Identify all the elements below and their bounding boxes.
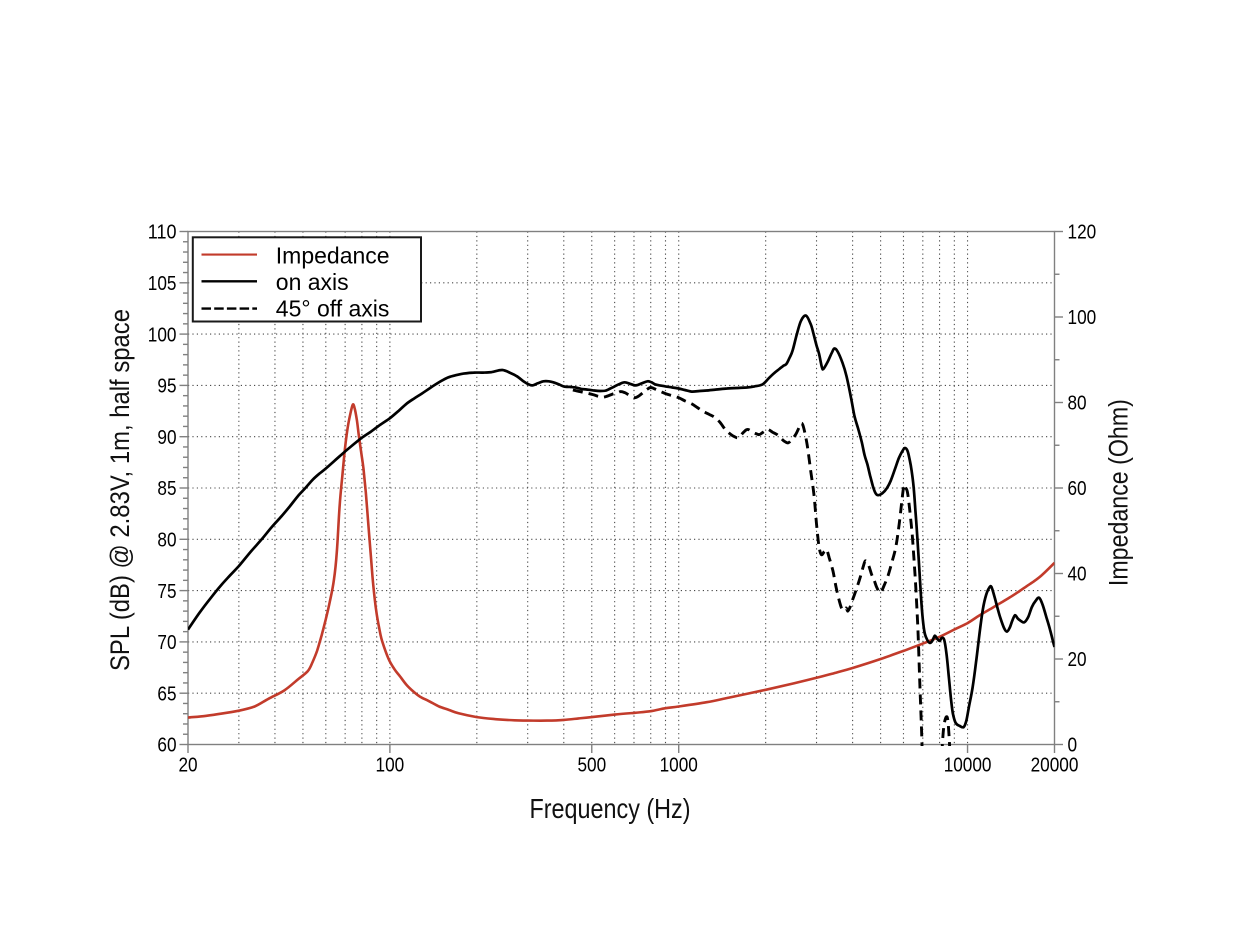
svg-text:20: 20: [1068, 649, 1087, 671]
svg-text:Frequency (Hz): Frequency (Hz): [530, 793, 691, 824]
svg-text:105: 105: [148, 273, 177, 295]
svg-text:80: 80: [157, 530, 176, 552]
svg-text:500: 500: [577, 754, 606, 776]
svg-text:65: 65: [157, 683, 176, 705]
svg-text:10000: 10000: [944, 754, 992, 776]
svg-text:80: 80: [1068, 393, 1087, 415]
svg-text:60: 60: [157, 735, 176, 757]
svg-text:Impedance (Ohm): Impedance (Ohm): [1104, 399, 1134, 586]
svg-text:20: 20: [178, 754, 197, 776]
svg-text:100: 100: [376, 754, 405, 776]
svg-text:Impedance: Impedance: [276, 243, 390, 269]
svg-text:1000: 1000: [660, 754, 698, 776]
svg-text:85: 85: [157, 478, 176, 500]
svg-text:90: 90: [157, 427, 176, 449]
svg-text:70: 70: [157, 632, 176, 654]
svg-text:40: 40: [1068, 564, 1087, 586]
svg-text:on axis: on axis: [276, 269, 349, 295]
svg-text:120: 120: [1068, 222, 1097, 244]
svg-text:45° off axis: 45° off axis: [276, 296, 390, 322]
svg-text:95: 95: [157, 376, 176, 398]
svg-text:75: 75: [157, 581, 176, 603]
svg-text:110: 110: [148, 222, 177, 244]
svg-text:0: 0: [1068, 735, 1078, 757]
svg-text:60: 60: [1068, 478, 1087, 500]
svg-text:SPL (dB) @ 2.83V, 1m, half spa: SPL (dB) @ 2.83V, 1m, half space: [105, 309, 135, 671]
svg-text:100: 100: [148, 324, 177, 346]
svg-text:20000: 20000: [1031, 754, 1079, 776]
svg-text:100: 100: [1068, 307, 1097, 329]
